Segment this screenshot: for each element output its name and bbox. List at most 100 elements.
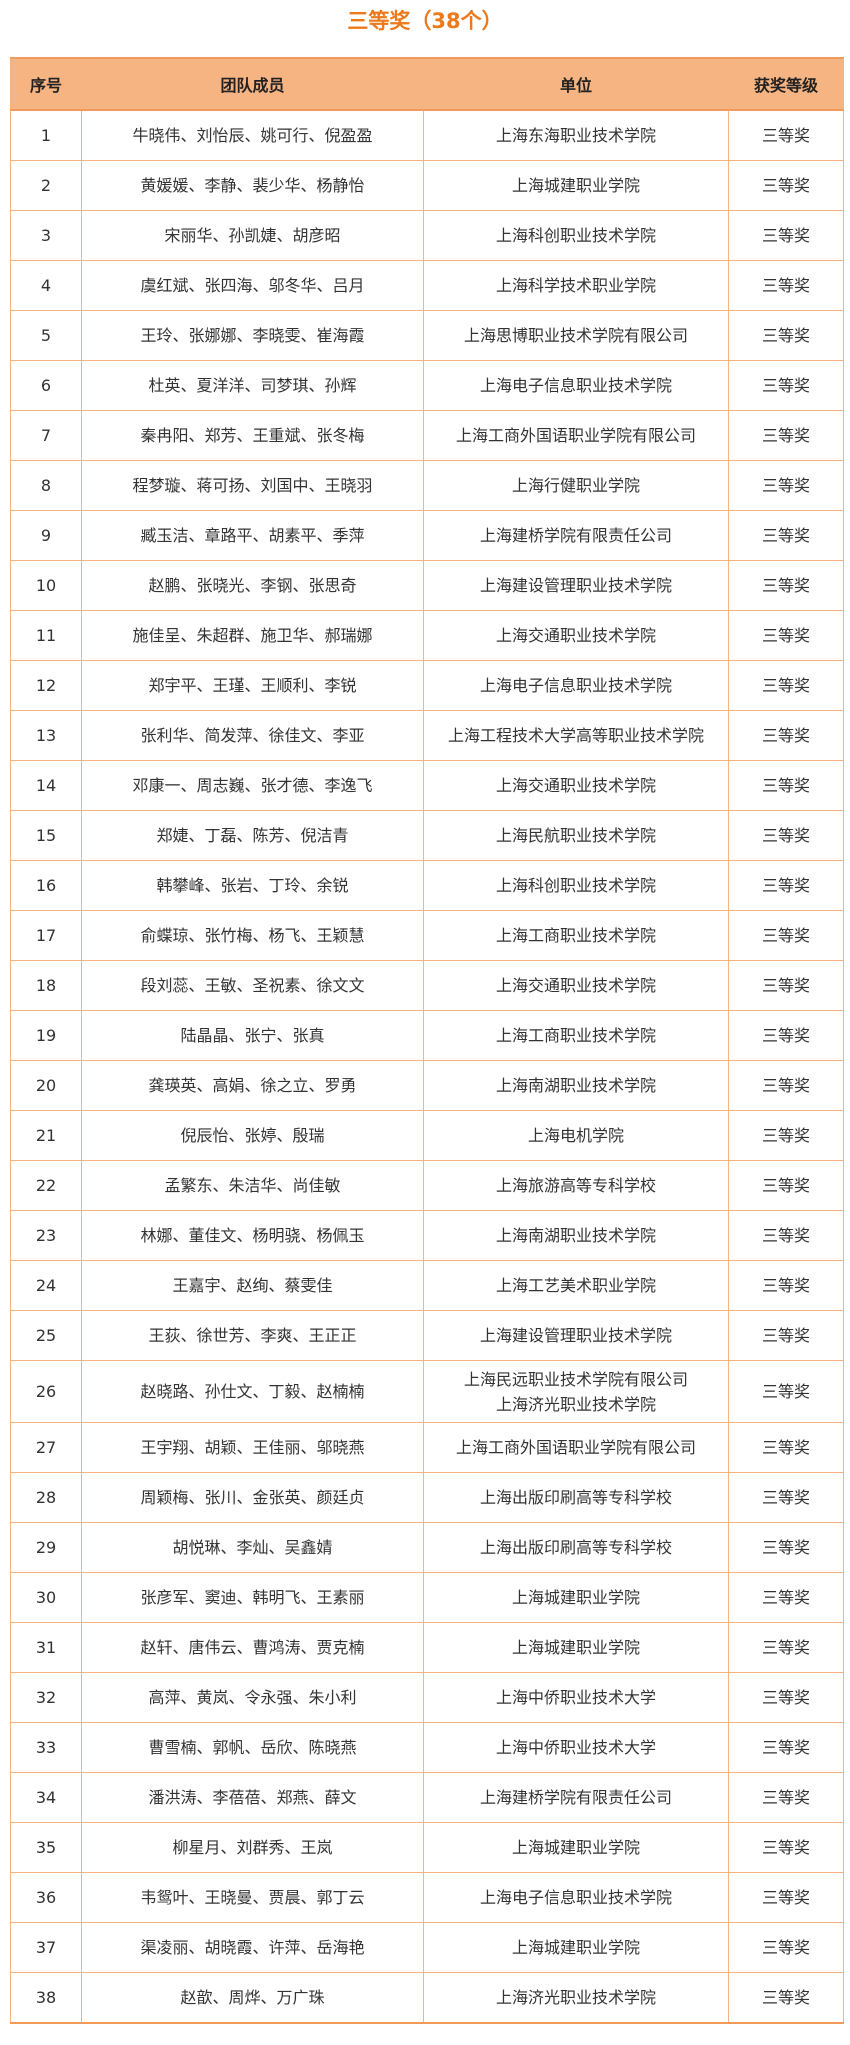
cell-unit: 上海城建职业学院 — [423, 1572, 729, 1623]
cell-members: 渠凌丽、胡晓霞、许萍、岳海艳 — [81, 1922, 424, 1973]
cell-index: 32 — [10, 1672, 82, 1723]
cell-members-text: 郑宇平、王瑾、王顺利、李锐 — [148, 676, 357, 695]
cell-unit: 上海城建职业学院 — [423, 1622, 729, 1673]
table-row: 36 韦鸳叶、王晓曼、贾晨、郭丁云 上海电子信息职业技术学院 三等奖 — [10, 1872, 844, 1923]
cell-members-text: 施佳呈、朱超群、施卫华、郝瑞娜 — [132, 626, 373, 645]
cell-level: 三等奖 — [728, 410, 844, 461]
cell-unit-text: 上海电子信息职业技术学院 — [479, 376, 672, 395]
cell-members: 张彦军、窦迪、韩明飞、王素丽 — [81, 1572, 424, 1623]
cell-members-text: 胡悦琳、李灿、吴鑫婧 — [172, 1538, 333, 1557]
cell-unit: 上海济光职业技术学院 — [423, 1972, 729, 2024]
cell-level-text: 三等奖 — [761, 526, 810, 545]
cell-unit: 上海思博职业技术学院有限公司 — [423, 310, 729, 361]
cell-members-text: 柳星月、刘群秀、王岚 — [172, 1838, 333, 1857]
cell-unit-text: 上海建桥学院有限责任公司 — [479, 1788, 672, 1807]
cell-level: 三等奖 — [728, 810, 844, 861]
table-row: 32 高萍、黄岚、令永强、朱小利 上海中侨职业技术大学 三等奖 — [10, 1672, 844, 1723]
cell-members-text: 陆晶晶、张宁、张真 — [180, 1026, 325, 1045]
cell-level-text: 三等奖 — [761, 1076, 810, 1095]
table-row: 11 施佳呈、朱超群、施卫华、郝瑞娜 上海交通职业技术学院 三等奖 — [10, 610, 844, 661]
cell-level-text: 三等奖 — [761, 1176, 810, 1195]
table-row: 17 俞蝶琼、张竹梅、杨飞、王颖慧 上海工商职业技术学院 三等奖 — [10, 910, 844, 961]
cell-index-text: 35 — [35, 1838, 57, 1857]
cell-index: 6 — [10, 360, 82, 411]
cell-level: 三等奖 — [728, 660, 844, 711]
cell-unit: 上海科学技术职业学院 — [423, 260, 729, 311]
table-row: 34 潘洪涛、李蓓蓓、郑燕、薛文 上海建桥学院有限责任公司 三等奖 — [10, 1772, 844, 1823]
cell-index: 34 — [10, 1772, 82, 1823]
cell-index-text: 20 — [35, 1076, 57, 1095]
cell-members-text: 张利华、简发萍、徐佳文、李亚 — [140, 726, 365, 745]
cell-members: 柳星月、刘群秀、王岚 — [81, 1822, 424, 1873]
cell-level: 三等奖 — [728, 1672, 844, 1723]
cell-index-text: 24 — [35, 1276, 57, 1295]
cell-members-text: 潘洪涛、李蓓蓓、郑燕、薛文 — [148, 1788, 357, 1807]
cell-level: 三等奖 — [728, 1472, 844, 1523]
cell-members: 杜英、夏洋洋、司梦琪、孙辉 — [81, 360, 424, 411]
cell-index: 2 — [10, 160, 82, 211]
award-table: 序号 团队成员 单位 获奖等级 1 牛晓伟、刘怡辰、姚可行、倪盈盈 上海东海职业技术… — [10, 57, 844, 2024]
cell-members-text: 程梦璇、蒋可扬、刘国中、王晓羽 — [132, 476, 373, 495]
cell-unit: 上海电机学院 — [423, 1110, 729, 1161]
cell-members: 王玲、张娜娜、李晓雯、崔海霞 — [81, 310, 424, 361]
cell-index-text: 8 — [40, 476, 52, 495]
cell-index-text: 27 — [35, 1438, 57, 1457]
cell-members-text: 赵轩、唐伟云、曹鸿涛、贾克楠 — [140, 1638, 365, 1657]
cell-members: 臧玉洁、章路平、胡素平、季萍 — [81, 510, 424, 561]
cell-level: 三等奖 — [728, 860, 844, 911]
cell-index-text: 15 — [35, 826, 57, 845]
cell-unit-text: 上海交通职业技术学院 — [495, 976, 656, 995]
cell-level-text: 三等奖 — [761, 1738, 810, 1757]
cell-members-text: 张彦军、窦迪、韩明飞、王素丽 — [140, 1588, 365, 1607]
cell-index-text: 4 — [40, 276, 52, 295]
cell-index-text: 30 — [35, 1588, 57, 1607]
cell-level: 三等奖 — [728, 1922, 844, 1973]
cell-unit-text: 上海城建职业学院 — [511, 1638, 640, 1657]
cell-level: 三等奖 — [728, 1260, 844, 1311]
cell-members: 倪辰怡、张婷、殷瑞 — [81, 1110, 424, 1161]
cell-index: 28 — [10, 1472, 82, 1523]
cell-index: 3 — [10, 210, 82, 261]
cell-index-text: 13 — [35, 726, 57, 745]
cell-members: 赵轩、唐伟云、曹鸿涛、贾克楠 — [81, 1622, 424, 1673]
table-row: 8 程梦璇、蒋可扬、刘国中、王晓羽 上海行健职业学院 三等奖 — [10, 460, 844, 511]
cell-index: 33 — [10, 1722, 82, 1773]
cell-index-text: 25 — [35, 1326, 57, 1345]
cell-unit: 上海民远职业技术学院有限公司 上海济光职业技术学院 — [423, 1360, 729, 1423]
table-row: 12 郑宇平、王瑾、王顺利、李锐 上海电子信息职业技术学院 三等奖 — [10, 660, 844, 711]
cell-unit: 上海电子信息职业技术学院 — [423, 360, 729, 411]
cell-members: 韩攀峰、张岩、丁玲、余锐 — [81, 860, 424, 911]
cell-index-text: 1 — [40, 126, 52, 145]
cell-unit-text: 上海南湖职业技术学院 — [495, 1226, 656, 1245]
cell-unit: 上海科创职业技术学院 — [423, 860, 729, 911]
cell-unit: 上海工程技术大学高等职业技术学院 — [423, 710, 729, 761]
cell-members: 虞红斌、张四海、邬冬华、吕月 — [81, 260, 424, 311]
cell-level: 三等奖 — [728, 510, 844, 561]
cell-members: 高萍、黄岚、令永强、朱小利 — [81, 1672, 424, 1723]
cell-level-text: 三等奖 — [761, 676, 810, 695]
cell-unit: 上海电子信息职业技术学院 — [423, 1872, 729, 1923]
cell-unit-text: 上海工艺美术职业学院 — [495, 1276, 656, 1295]
cell-level: 三等奖 — [728, 160, 844, 211]
cell-level: 三等奖 — [728, 760, 844, 811]
cell-members: 秦冉阳、郑芳、王重斌、张冬梅 — [81, 410, 424, 461]
cell-index-text: 2 — [40, 176, 52, 195]
cell-level-text: 三等奖 — [761, 926, 810, 945]
cell-unit-text: 上海工商职业技术学院 — [495, 1026, 656, 1045]
cell-index: 14 — [10, 760, 82, 811]
cell-index: 36 — [10, 1872, 82, 1923]
cell-members: 宋丽华、孙凯婕、胡彦昭 — [81, 210, 424, 261]
cell-index-text: 11 — [35, 626, 57, 645]
cell-index-text: 18 — [35, 976, 57, 995]
cell-unit: 上海建设管理职业技术学院 — [423, 560, 729, 611]
cell-index: 15 — [10, 810, 82, 861]
table-row: 25 王荻、徐世芳、李爽、王正正 上海建设管理职业技术学院 三等奖 — [10, 1310, 844, 1361]
cell-level: 三等奖 — [728, 460, 844, 511]
cell-level-text: 三等奖 — [761, 1026, 810, 1045]
cell-members: 王嘉宇、赵绚、蔡雯佳 — [81, 1260, 424, 1311]
cell-index-text: 37 — [35, 1938, 57, 1957]
section-title-wrap: 三等奖（38个） — [0, 6, 850, 37]
cell-unit: 上海交通职业技术学院 — [423, 610, 729, 661]
cell-unit-text: 上海城建职业学院 — [511, 1838, 640, 1857]
cell-unit: 上海东海职业技术学院 — [423, 109, 729, 161]
